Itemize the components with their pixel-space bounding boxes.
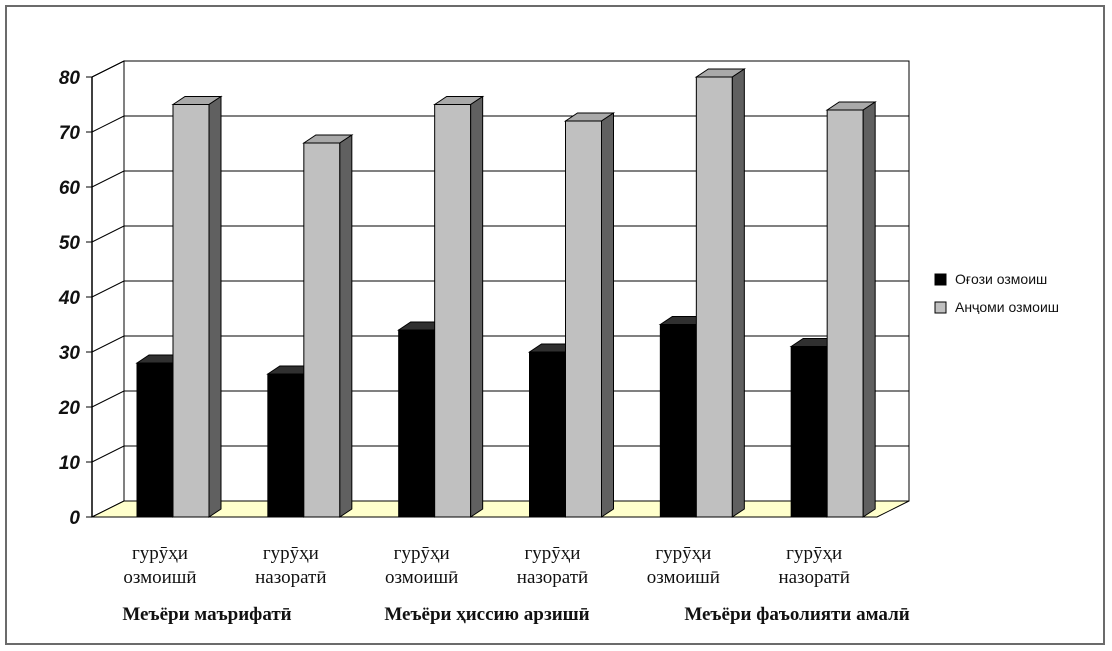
gridline-side bbox=[91, 60, 125, 78]
y-tick-label: 60 bbox=[59, 178, 81, 199]
legend-swatch bbox=[934, 301, 947, 314]
x-tick-label: гурӯҳи озмоишӣ bbox=[647, 543, 720, 588]
x-tick-label-line2: озмоишӣ bbox=[385, 567, 458, 588]
x-tick-label: гурӯҳи озмоишӣ bbox=[123, 543, 196, 588]
y-tick-label: 80 bbox=[59, 68, 81, 89]
x-tick-label-line2: озмоишӣ bbox=[647, 567, 720, 588]
y-tick-label: 30 bbox=[59, 343, 81, 364]
y-tick-label: 20 bbox=[58, 398, 81, 419]
bar-end-6 bbox=[825, 101, 877, 518]
bar-front bbox=[434, 104, 472, 518]
group-label: Меъёри фаъолияти амалӣ bbox=[684, 604, 909, 625]
x-tick-label-line2: назоратӣ bbox=[517, 567, 588, 588]
bar-side bbox=[731, 68, 745, 518]
bar-front bbox=[267, 373, 305, 518]
x-tick-label: гурӯҳи назоратӣ bbox=[778, 543, 849, 588]
x-tick-label-line2: назоратӣ bbox=[778, 567, 849, 588]
x-tick-label-line1: гурӯҳи bbox=[394, 543, 450, 564]
legend-label: Анҷоми озмоиш bbox=[955, 299, 1059, 315]
x-tick-label: гурӯҳи назоратӣ bbox=[255, 543, 326, 588]
bar-side bbox=[208, 95, 222, 518]
x-tick-label-line2: назоратӣ bbox=[255, 567, 326, 588]
x-tick-label-line2: озмоишӣ bbox=[123, 567, 196, 588]
gridlines: 0 10 20 30 40 50 60 70 80 bbox=[58, 60, 909, 529]
group-labels: Меъёри маърифатӣ Меъёри ҳиссию арзишӣ Меъё… bbox=[122, 604, 909, 625]
bar-front bbox=[826, 109, 864, 518]
bar-side bbox=[601, 112, 614, 518]
chart-frame: 0 10 20 30 40 50 60 70 80 гурӯҳи озмоишӣ гурӯҳи назо… bbox=[5, 5, 1105, 645]
bar-front bbox=[136, 362, 174, 518]
gridline-side bbox=[91, 335, 125, 353]
bar-end-4 bbox=[563, 112, 616, 518]
x-tick-label-line1: гурӯҳи bbox=[525, 543, 581, 564]
gridline-side bbox=[91, 170, 125, 188]
group-label: Меъёри маърифатӣ bbox=[122, 604, 291, 625]
x-tick-label: гурӯҳи назоратӣ bbox=[517, 543, 588, 588]
bar-end-2 bbox=[302, 134, 354, 518]
bars bbox=[135, 68, 877, 518]
x-tick-label-line1: гурӯҳи bbox=[132, 543, 188, 564]
y-tick-label: 70 bbox=[59, 123, 81, 144]
bar-side bbox=[470, 95, 484, 518]
y-tick-label: 40 bbox=[58, 288, 81, 309]
x-tick-label-line1: гурӯҳи bbox=[263, 543, 319, 564]
x-tick-label-line1: гурӯҳи bbox=[655, 543, 711, 564]
bar-end-3 bbox=[433, 95, 485, 518]
x-tick-labels: гурӯҳи озмоишӣ гурӯҳи назоратӣ гурӯҳи озмоишӣ… bbox=[123, 543, 849, 588]
bar-front bbox=[659, 324, 697, 518]
x-tick-label: гурӯҳи озмоишӣ bbox=[385, 543, 458, 588]
gridline-side bbox=[91, 390, 125, 408]
bar-end-5 bbox=[694, 68, 746, 518]
bar-front bbox=[172, 104, 210, 518]
gridline-side bbox=[91, 280, 125, 298]
bar-end-1 bbox=[171, 95, 223, 518]
y-tick-label: 50 bbox=[59, 233, 81, 254]
bar-front bbox=[790, 346, 828, 518]
bar-front bbox=[529, 351, 566, 518]
gridline-side bbox=[91, 115, 125, 133]
legend-swatch bbox=[934, 273, 947, 286]
bar-front bbox=[695, 76, 733, 518]
group-label: Меъёри ҳиссию арзишӣ bbox=[384, 604, 589, 625]
y-tick-label: 10 bbox=[59, 453, 81, 474]
legend-label: Оғози озмоиш bbox=[955, 271, 1047, 287]
bar-front bbox=[565, 120, 602, 518]
bar-side bbox=[862, 101, 876, 518]
legend: Оғози озмоиш Анҷоми озмоиш bbox=[934, 271, 1059, 315]
y-tick-label: 0 bbox=[69, 508, 80, 529]
bar-front bbox=[303, 142, 341, 518]
gridline-side bbox=[91, 225, 125, 243]
x-tick-label-line1: гурӯҳи bbox=[786, 543, 842, 564]
bar-front bbox=[398, 329, 436, 518]
gridline-side bbox=[91, 445, 125, 463]
bar-side bbox=[339, 134, 353, 518]
bar-chart-3d: 0 10 20 30 40 50 60 70 80 гурӯҳи озмоишӣ гурӯҳи назо… bbox=[58, 60, 1059, 625]
